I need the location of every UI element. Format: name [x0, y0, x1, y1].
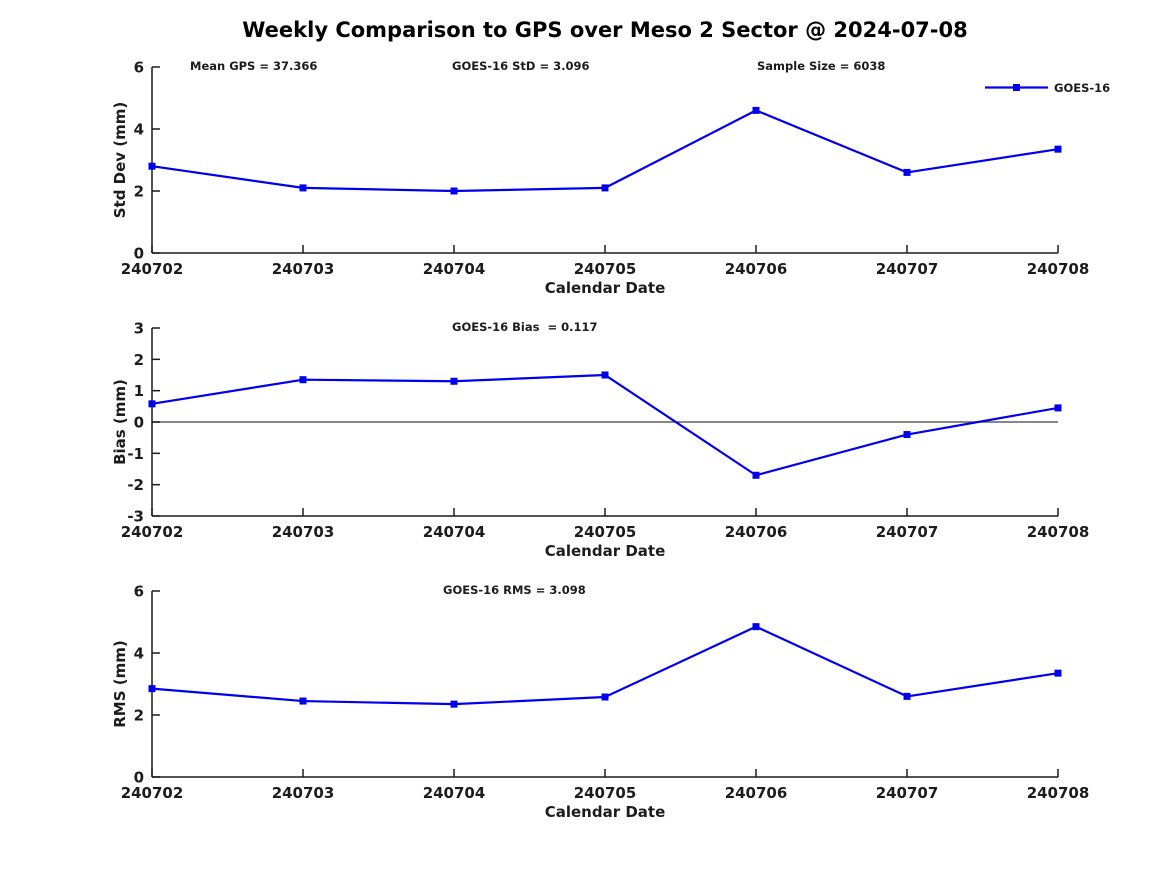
y-tick-label: 1	[134, 382, 144, 400]
y-tick-label: 3	[134, 320, 144, 338]
data-point-marker	[450, 377, 458, 385]
data-point-marker	[601, 184, 609, 192]
x-tick-label: 240702	[121, 260, 184, 278]
y-tick-label: -3	[127, 508, 144, 526]
x-tick-label: 240706	[725, 523, 788, 541]
y-tick-label: 0	[134, 414, 144, 432]
legend: GOES-16	[985, 81, 1110, 95]
data-point-marker	[903, 431, 911, 439]
data-point-marker	[1054, 669, 1062, 677]
panel-rms: 0 2 4 6 240702 240703 240704 240705 240706 240707…	[111, 583, 1089, 822]
x-tick-label: 240704	[423, 260, 486, 278]
x-tick-label: 240708	[1027, 260, 1090, 278]
x-axis-label: Calendar Date	[545, 542, 666, 560]
figure-title: Weekly Comparison to GPS over Meso 2 Sec…	[242, 18, 968, 42]
x-tick-label: 240706	[725, 784, 788, 802]
x-tick-label: 240704	[423, 784, 486, 802]
x-tick-label: 240705	[574, 523, 637, 541]
data-point-marker	[903, 692, 911, 700]
panel-annotation: Mean GPS = 37.366	[190, 59, 317, 73]
x-tick-label: 240708	[1027, 784, 1090, 802]
y-tick-label: 4	[134, 645, 144, 663]
x-tick-label: 240708	[1027, 523, 1090, 541]
x-tick-label: 240702	[121, 523, 184, 541]
x-tick-label: 240705	[574, 784, 637, 802]
y-tick-label: -2	[127, 476, 144, 494]
series-line	[151, 625, 1059, 706]
x-tick-label: 240703	[272, 523, 335, 541]
data-point-marker	[450, 187, 458, 195]
data-point-marker	[1054, 145, 1062, 153]
y-tick-label: 6	[134, 583, 144, 601]
x-axis-label: Calendar Date	[545, 803, 666, 821]
x-tick-label: 240707	[876, 260, 939, 278]
data-point-marker	[1054, 404, 1062, 412]
data-point-marker	[601, 693, 609, 701]
y-axis-label: Std Dev (mm)	[111, 102, 129, 219]
y-axis-label: Bias (mm)	[111, 379, 129, 465]
y-tick-label: 0	[134, 245, 144, 263]
y-tick-label: 2	[134, 183, 144, 201]
y-tick-label: 6	[134, 59, 144, 77]
panel-annotation: Sample Size = 6038	[757, 59, 885, 73]
y-tick-label: 0	[134, 769, 144, 787]
data-point-marker	[450, 700, 458, 708]
panel-annotation: GOES-16 RMS = 3.098	[443, 583, 586, 597]
panel-annotation: GOES-16 Bias = 0.117	[452, 320, 597, 334]
data-point-marker	[752, 623, 760, 631]
data-point-marker	[148, 685, 156, 693]
legend-marker	[1013, 84, 1020, 91]
data-point-marker	[148, 400, 156, 408]
x-tick-label: 240706	[725, 260, 788, 278]
data-point-marker	[752, 106, 760, 114]
panel-std_dev: 0 2 4 6 240702 240703 240704 240705 240706 240707…	[111, 59, 1110, 298]
y-axis-label: RMS (mm)	[111, 640, 129, 727]
x-tick-label: 240703	[272, 784, 335, 802]
x-tick-label: 240705	[574, 260, 637, 278]
data-point-marker	[752, 471, 760, 479]
panel-bias: -3 -2 -1 0 1 2 3 240702 240703 240704 240705 240706…	[111, 320, 1089, 561]
x-tick-label: 240703	[272, 260, 335, 278]
legend-label: GOES-16	[1054, 81, 1110, 95]
y-tick-label: 4	[134, 121, 144, 139]
data-point-marker	[299, 376, 307, 384]
data-point-marker	[601, 371, 609, 379]
x-tick-label: 240707	[876, 523, 939, 541]
y-tick-label: -1	[127, 445, 144, 463]
x-tick-label: 240702	[121, 784, 184, 802]
data-point-marker	[299, 184, 307, 192]
y-tick-label: 2	[134, 351, 144, 369]
panel-annotation: GOES-16 StD = 3.096	[452, 59, 589, 73]
data-point-marker	[903, 168, 911, 176]
x-tick-label: 240707	[876, 784, 939, 802]
series-line	[151, 109, 1059, 193]
data-point-marker	[299, 697, 307, 705]
x-axis-label: Calendar Date	[545, 279, 666, 297]
x-tick-label: 240704	[423, 523, 486, 541]
series-line	[151, 373, 1059, 477]
data-point-marker	[148, 162, 156, 170]
y-tick-label: 2	[134, 707, 144, 725]
